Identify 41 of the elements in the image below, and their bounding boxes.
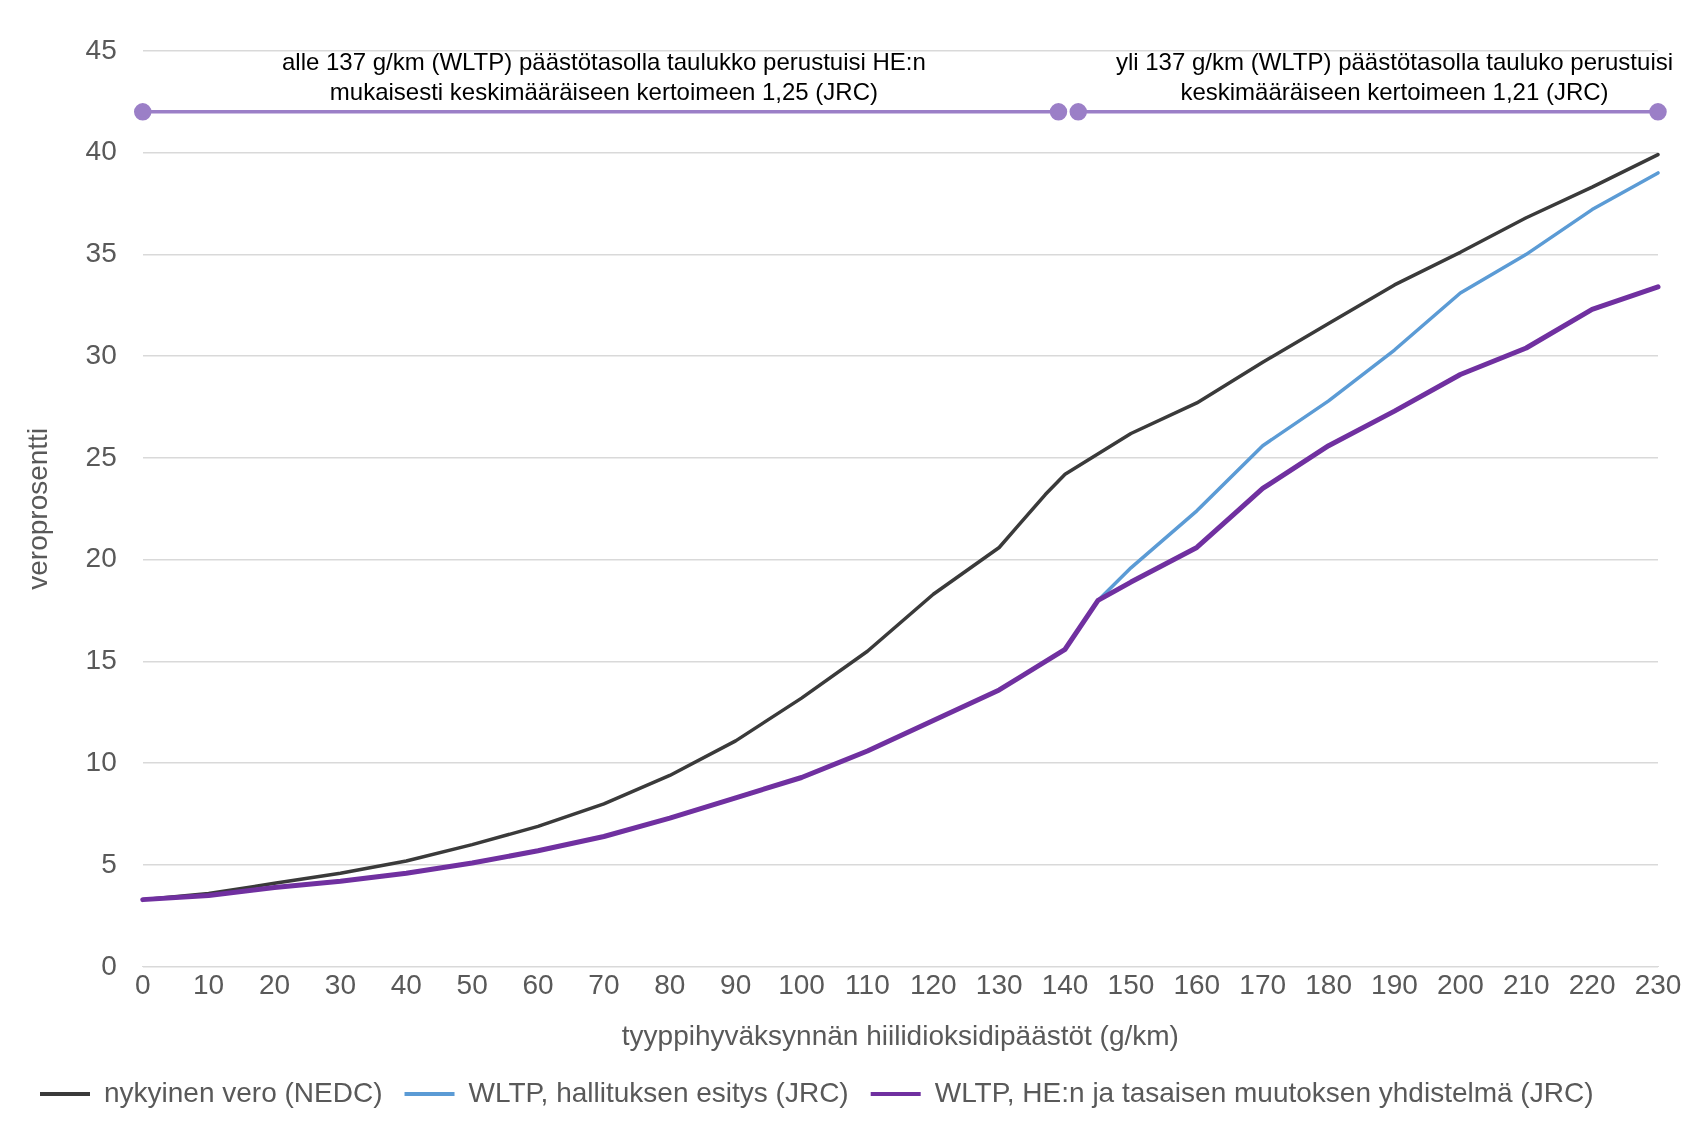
x-tick-label: 60 — [522, 969, 554, 1001]
x-tick-label: 170 — [1239, 969, 1287, 1001]
x-tick-label: 160 — [1173, 969, 1221, 1001]
y-tick-label: 0 — [101, 949, 117, 981]
x-tick-label: 30 — [324, 969, 356, 1001]
x-tick-label: 190 — [1371, 969, 1418, 1001]
x-tick-label: 100 — [778, 969, 825, 1001]
x-tick-label: 110 — [845, 969, 890, 1001]
x-tick-label: 0 — [134, 969, 151, 1001]
y-tick-label: 30 — [85, 338, 117, 370]
x-tick-label: 120 — [909, 969, 957, 1001]
y-tick-label: 10 — [85, 745, 117, 777]
x-tick-label: 130 — [975, 969, 1023, 1001]
x-tick-label: 180 — [1305, 969, 1352, 1001]
x-tick-label: 70 — [588, 969, 620, 1001]
y-tick-label: 40 — [85, 135, 117, 167]
legend-label: WLTP, hallituksen esitys (JRC) — [468, 1076, 849, 1108]
x-tick-label: 90 — [720, 969, 752, 1001]
y-tick-label: 35 — [85, 237, 117, 269]
y-tick-label: 15 — [85, 644, 117, 676]
x-tick-label: 150 — [1107, 969, 1155, 1001]
x-tick-label: 140 — [1041, 969, 1089, 1001]
x-tick-label: 20 — [258, 969, 291, 1001]
x-axis-title: tyyppihyväksynnän hiilidioksidipäästöt (g/km) — [621, 1019, 1179, 1051]
x-tick-label: 230 — [1634, 969, 1682, 1001]
x-tick-label: 10 — [193, 969, 225, 1001]
y-tick-label: 5 — [101, 847, 117, 879]
y-tick-label: 20 — [85, 542, 117, 574]
x-tick-label: 50 — [456, 969, 488, 1001]
legend-label: nykyinen vero (NEDC) — [104, 1076, 383, 1108]
annotation: alle 137 g/km (WLTP) päästötasolla taulukko perustuisi HE:n mukaisesti keskimääräiseen kertoimeen 1,25 (JRC) — [281, 47, 926, 105]
x-tick-label: 40 — [390, 969, 422, 1001]
y-tick-label: 25 — [85, 440, 117, 472]
annotation: yli 137 g/km (WLTP) päästötasolla tauluko perustuisi keskimääräiseen kertoimeen 1,21 (JRC) — [1115, 47, 1674, 105]
x-tick-label: 220 — [1568, 969, 1616, 1001]
x-tick-label: 210 — [1502, 969, 1550, 1001]
x-tick-label: 80 — [654, 969, 686, 1001]
x-tick-label: 200 — [1437, 969, 1484, 1001]
legend-label: WLTP, HE:n ja tasaisen muutoksen yhdistelmä (JRC) — [934, 1076, 1594, 1108]
y-axis-title: veroprosentti — [21, 427, 53, 590]
y-tick-label: 45 — [85, 33, 117, 65]
